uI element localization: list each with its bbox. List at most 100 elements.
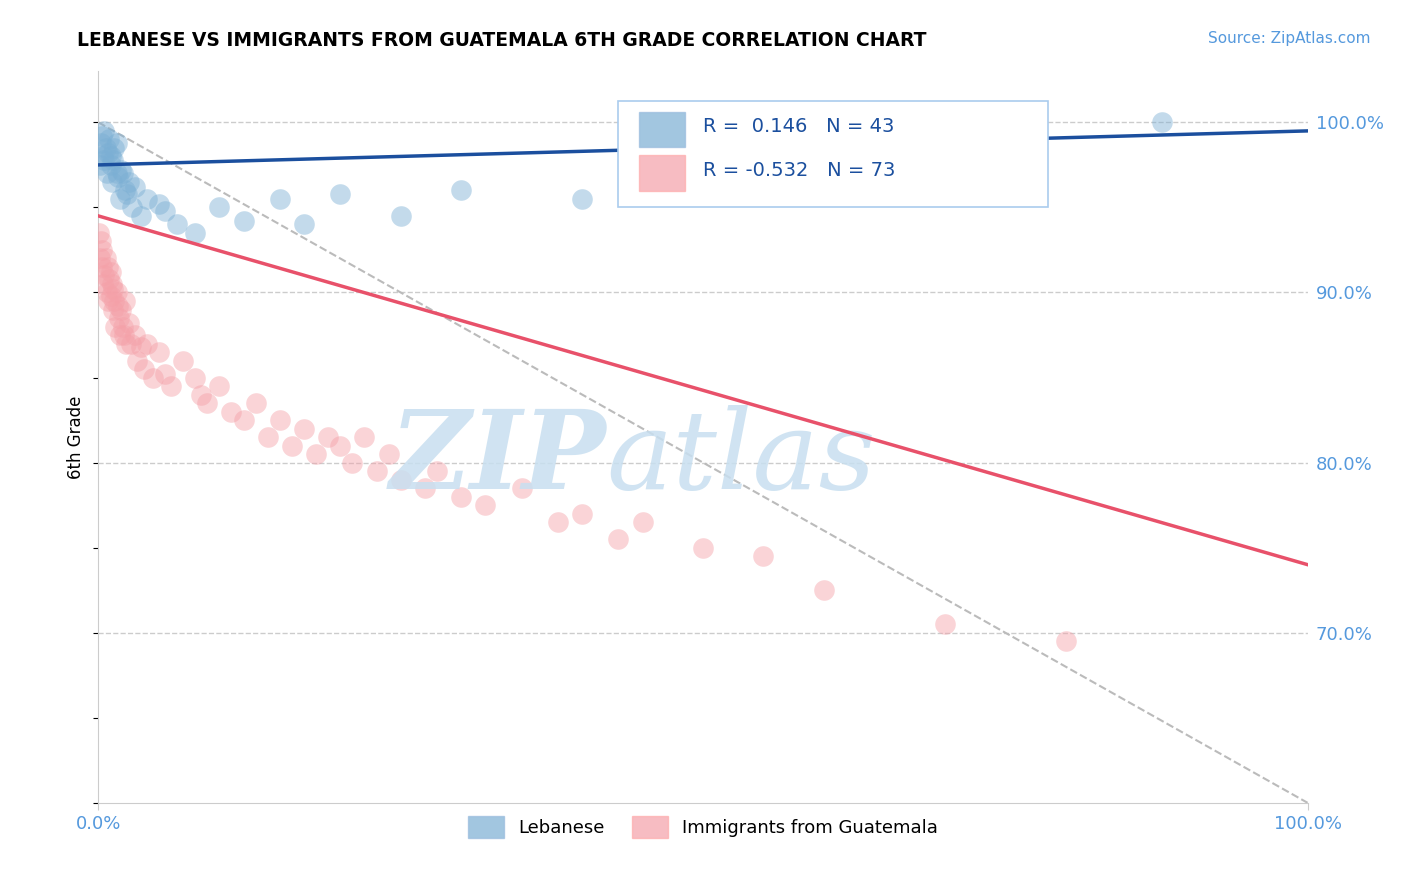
Point [89,158,111,172]
Point [108,328,131,343]
Point [105,285,128,300]
Point [305,447,328,461]
Point [94,141,117,155]
Point [115,336,138,351]
Point [118,175,141,189]
Point [114,183,136,197]
Point [426,464,449,478]
Point [97,293,120,308]
Point [232,413,254,427]
Point [292,218,315,232]
Point [221,404,243,418]
Y-axis label: 6th Grade: 6th Grade [67,395,86,479]
Point [108,311,131,326]
Point [135,336,157,351]
Point [117,186,139,201]
Point [124,180,146,194]
Point [316,430,339,444]
Point [103,293,125,308]
Point [571,507,593,521]
Point [135,192,157,206]
Point [269,413,291,427]
Point [631,515,654,529]
Point [692,541,714,555]
Point [90,235,112,249]
Point [329,439,352,453]
Point [93,268,115,283]
Point [450,183,472,197]
Point [93,153,115,167]
Text: ZIP: ZIP [389,405,606,513]
Point [89,252,111,266]
Point [245,396,267,410]
FancyBboxPatch shape [619,101,1047,207]
Point [752,186,775,201]
Point [97,146,120,161]
Point [510,481,533,495]
Point [97,260,120,274]
Point [450,490,472,504]
Point [100,175,122,189]
Bar [638,155,685,191]
Point [96,285,118,300]
Point [281,439,304,453]
Point [94,252,117,266]
Point [292,421,315,435]
Point [934,617,956,632]
Point [129,340,152,354]
Point [107,299,129,313]
Text: R = -0.532   N = 73: R = -0.532 N = 73 [703,161,896,180]
Point [813,583,835,598]
Point [190,387,212,401]
Point [127,353,149,368]
Point [160,379,183,393]
Point [105,136,128,150]
Legend: Lebanese, Immigrants from Guatemala: Lebanese, Immigrants from Guatemala [461,808,945,845]
Point [184,226,207,240]
Point [98,272,121,286]
Point [98,132,121,146]
Point [91,128,114,143]
Point [547,515,569,529]
Point [129,209,152,223]
Point [87,226,110,240]
Point [101,153,124,167]
Point [120,336,142,351]
Point [232,214,254,228]
Point [124,328,146,343]
Point [166,218,188,232]
Point [111,166,134,180]
Point [90,136,112,150]
Point [208,201,231,215]
Point [366,464,388,478]
Point [108,192,131,206]
Point [134,362,156,376]
Point [1054,634,1077,648]
Point [752,549,775,563]
Point [389,209,412,223]
Point [114,293,136,308]
Point [96,166,118,180]
Point [91,149,114,163]
Point [208,379,231,393]
Point [934,175,956,189]
Point [121,201,143,215]
Point [91,243,114,257]
Point [103,141,125,155]
Point [353,430,375,444]
Point [148,197,170,211]
Point [100,149,122,163]
Point [91,277,114,291]
Point [91,260,114,274]
Point [100,265,122,279]
Point [172,353,194,368]
Point [329,186,352,201]
Point [110,163,132,178]
Point [104,319,127,334]
Point [153,367,176,381]
Point [1152,115,1174,129]
Point [100,158,122,172]
Point [148,345,170,359]
Point [118,316,141,330]
Point [100,289,122,303]
